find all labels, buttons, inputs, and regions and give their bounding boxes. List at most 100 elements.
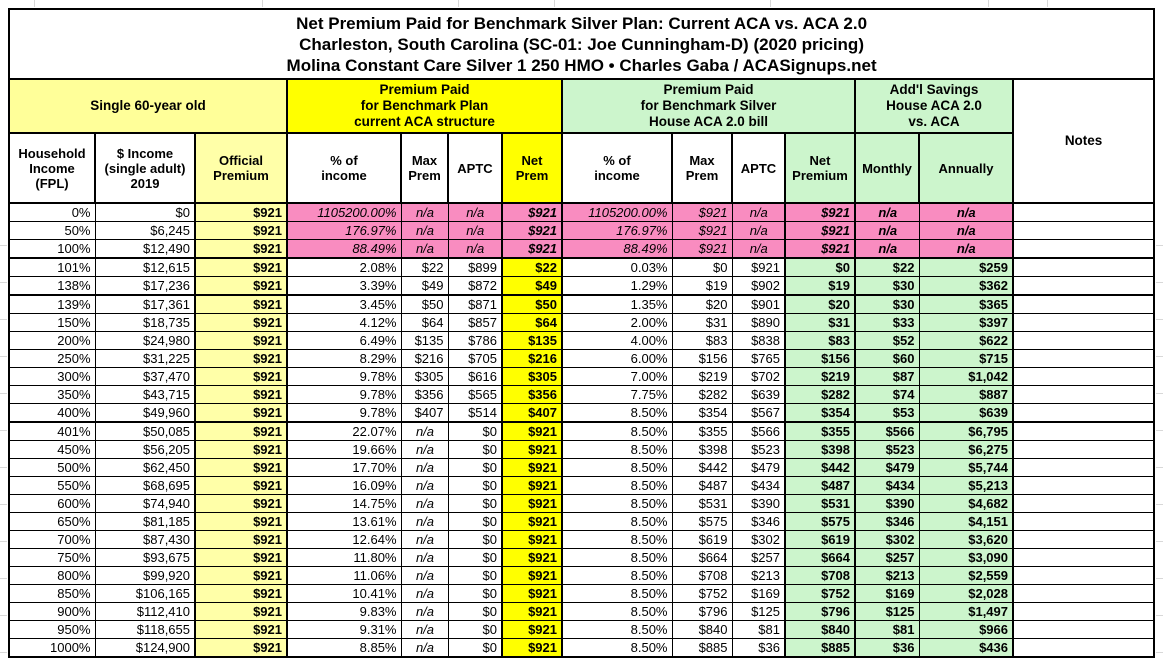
cell-fpl[interactable]: 401% xyxy=(8,421,96,441)
cell-pct_income[interactable]: 14.75% xyxy=(286,494,402,513)
cell-aptc[interactable]: $0 xyxy=(447,584,503,603)
cell-net_prem2[interactable]: $0 xyxy=(784,257,856,277)
cell-official[interactable]: $921 xyxy=(194,530,288,549)
column-header-fpl[interactable]: Household Income (FPL) xyxy=(8,132,96,204)
cell-max_prem2[interactable]: $282 xyxy=(671,385,733,404)
cell-fpl[interactable]: 100% xyxy=(8,239,96,259)
cell-aptc[interactable]: $0 xyxy=(447,548,503,567)
cell-notes[interactable] xyxy=(1011,331,1156,350)
cell-aptc2[interactable]: $169 xyxy=(731,584,786,603)
cell-income[interactable]: $81,185 xyxy=(94,512,196,531)
cell-monthly[interactable]: $30 xyxy=(854,294,920,314)
cell-annually[interactable]: $259 xyxy=(918,257,1014,277)
cell-pct_income[interactable]: 11.80% xyxy=(286,548,402,567)
cell-pct_income[interactable]: 13.61% xyxy=(286,512,402,531)
cell-official[interactable]: $921 xyxy=(194,620,288,639)
cell-pct_income[interactable]: 4.12% xyxy=(286,313,402,332)
cell-official[interactable]: $921 xyxy=(194,276,288,296)
cell-fpl[interactable]: 150% xyxy=(8,313,96,332)
cell-net_prem[interactable]: $64 xyxy=(501,313,563,332)
cell-aptc2[interactable]: $890 xyxy=(731,313,786,332)
cell-annually[interactable]: n/a xyxy=(918,202,1014,222)
cell-net_prem2[interactable]: $442 xyxy=(784,458,856,477)
cell-pct_income[interactable]: 176.97% xyxy=(286,221,402,240)
cell-annually[interactable]: $622 xyxy=(918,331,1014,350)
cell-income[interactable]: $17,361 xyxy=(94,294,196,314)
cell-aptc[interactable]: $514 xyxy=(447,403,503,423)
cell-pct_income[interactable]: 2.08% xyxy=(286,257,402,277)
cell-aptc2[interactable]: $81 xyxy=(731,620,786,639)
cell-income[interactable]: $56,205 xyxy=(94,440,196,459)
column-header-aptc-aca2[interactable]: APTC xyxy=(731,132,786,204)
cell-fpl[interactable]: 500% xyxy=(8,458,96,477)
cell-net_prem[interactable]: $921 xyxy=(501,620,563,639)
cell-max_prem[interactable]: n/a xyxy=(400,512,449,531)
cell-fpl[interactable]: 138% xyxy=(8,276,96,296)
cell-aptc[interactable]: $0 xyxy=(447,421,503,441)
cell-fpl[interactable]: 800% xyxy=(8,566,96,585)
cell-pct_income2[interactable]: 4.00% xyxy=(561,331,673,350)
cell-net_prem2[interactable]: $619 xyxy=(784,530,856,549)
cell-max_prem[interactable]: n/a xyxy=(400,421,449,441)
cell-net_prem[interactable]: $407 xyxy=(501,403,563,423)
cell-income[interactable]: $12,490 xyxy=(94,239,196,259)
cell-income[interactable]: $43,715 xyxy=(94,385,196,404)
cell-max_prem2[interactable]: $31 xyxy=(671,313,733,332)
cell-max_prem2[interactable]: $442 xyxy=(671,458,733,477)
cell-max_prem[interactable]: n/a xyxy=(400,620,449,639)
band-aca-2-0[interactable]: Premium Paid for Benchmark Silver House … xyxy=(561,78,856,134)
cell-max_prem[interactable]: $135 xyxy=(400,331,449,350)
cell-annually[interactable]: $639 xyxy=(918,403,1014,423)
cell-max_prem[interactable]: $50 xyxy=(400,294,449,314)
cell-fpl[interactable]: 139% xyxy=(8,294,96,314)
cell-net_prem[interactable]: $921 xyxy=(501,440,563,459)
cell-notes[interactable] xyxy=(1011,476,1156,495)
cell-pct_income[interactable]: 8.29% xyxy=(286,349,402,368)
cell-max_prem2[interactable]: $664 xyxy=(671,548,733,567)
cell-monthly[interactable]: $53 xyxy=(854,403,920,423)
cell-aptc[interactable]: $0 xyxy=(447,638,503,658)
cell-official[interactable]: $921 xyxy=(194,421,288,441)
cell-pct_income[interactable]: 10.41% xyxy=(286,584,402,603)
cell-fpl[interactable]: 300% xyxy=(8,367,96,386)
cell-income[interactable]: $12,615 xyxy=(94,257,196,277)
cell-net_prem[interactable]: $921 xyxy=(501,421,563,441)
cell-notes[interactable] xyxy=(1011,440,1156,459)
cell-max_prem2[interactable]: $840 xyxy=(671,620,733,639)
cell-income[interactable]: $62,450 xyxy=(94,458,196,477)
cell-monthly[interactable]: $30 xyxy=(854,276,920,296)
column-header-pct-income-aca[interactable]: % of income xyxy=(286,132,402,204)
cell-notes[interactable] xyxy=(1011,602,1156,621)
cell-aptc2[interactable]: $36 xyxy=(731,638,786,658)
cell-max_prem2[interactable]: $354 xyxy=(671,403,733,423)
column-header-notes[interactable]: Notes xyxy=(1011,78,1156,204)
cell-pct_income[interactable]: 22.07% xyxy=(286,421,402,441)
cell-aptc[interactable]: $0 xyxy=(447,512,503,531)
cell-pct_income[interactable]: 88.49% xyxy=(286,239,402,259)
cell-pct_income[interactable]: 17.70% xyxy=(286,458,402,477)
cell-monthly[interactable]: n/a xyxy=(854,239,920,259)
cell-monthly[interactable]: $60 xyxy=(854,349,920,368)
cell-aptc2[interactable]: n/a xyxy=(731,239,786,259)
cell-notes[interactable] xyxy=(1011,349,1156,368)
cell-notes[interactable] xyxy=(1011,638,1156,658)
cell-income[interactable]: $118,655 xyxy=(94,620,196,639)
cell-income[interactable]: $31,225 xyxy=(94,349,196,368)
cell-aptc[interactable]: $872 xyxy=(447,276,503,296)
cell-aptc2[interactable]: n/a xyxy=(731,202,786,222)
cell-net_prem2[interactable]: $575 xyxy=(784,512,856,531)
cell-official[interactable]: $921 xyxy=(194,548,288,567)
cell-annually[interactable]: $2,028 xyxy=(918,584,1014,603)
cell-pct_income2[interactable]: 8.50% xyxy=(561,602,673,621)
cell-monthly[interactable]: $74 xyxy=(854,385,920,404)
cell-pct_income2[interactable]: 8.50% xyxy=(561,638,673,658)
cell-net_prem[interactable]: $356 xyxy=(501,385,563,404)
cell-pct_income2[interactable]: 1105200.00% xyxy=(561,202,673,222)
cell-income[interactable]: $87,430 xyxy=(94,530,196,549)
cell-pct_income2[interactable]: 2.00% xyxy=(561,313,673,332)
cell-pct_income[interactable]: 12.64% xyxy=(286,530,402,549)
cell-monthly[interactable]: $81 xyxy=(854,620,920,639)
cell-notes[interactable] xyxy=(1011,512,1156,531)
cell-annually[interactable]: $436 xyxy=(918,638,1014,658)
cell-notes[interactable] xyxy=(1011,385,1156,404)
